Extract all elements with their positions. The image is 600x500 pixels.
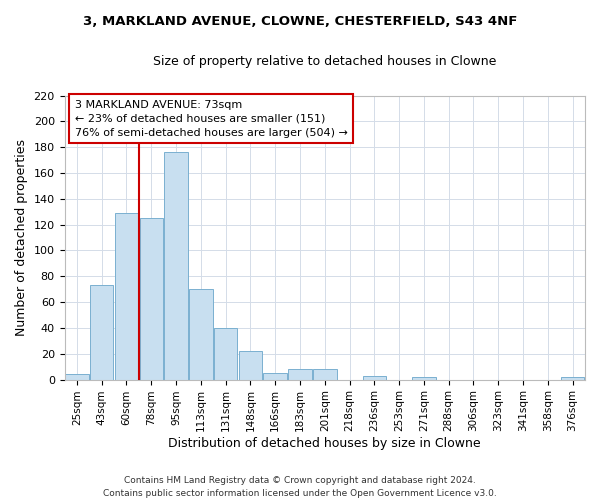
Bar [288, 370, 312, 380]
Bar [214, 328, 238, 380]
Text: 3 MARKLAND AVENUE: 73sqm
← 23% of detached houses are smaller (151)
76% of semi-: 3 MARKLAND AVENUE: 73sqm ← 23% of detach… [75, 100, 348, 138]
Y-axis label: Number of detached properties: Number of detached properties [15, 139, 28, 336]
Text: 3, MARKLAND AVENUE, CLOWNE, CHESTERFIELD, S43 4NF: 3, MARKLAND AVENUE, CLOWNE, CHESTERFIELD… [83, 15, 517, 28]
Bar [263, 373, 287, 380]
Bar [65, 374, 89, 380]
Bar [164, 152, 188, 380]
Bar [239, 351, 262, 380]
Text: Contains HM Land Registry data © Crown copyright and database right 2024.
Contai: Contains HM Land Registry data © Crown c… [103, 476, 497, 498]
Bar [140, 218, 163, 380]
Bar [412, 377, 436, 380]
Bar [362, 376, 386, 380]
Bar [90, 286, 113, 380]
X-axis label: Distribution of detached houses by size in Clowne: Distribution of detached houses by size … [169, 437, 481, 450]
Bar [189, 289, 212, 380]
Bar [115, 213, 138, 380]
Title: Size of property relative to detached houses in Clowne: Size of property relative to detached ho… [153, 55, 496, 68]
Bar [313, 370, 337, 380]
Bar [561, 377, 584, 380]
